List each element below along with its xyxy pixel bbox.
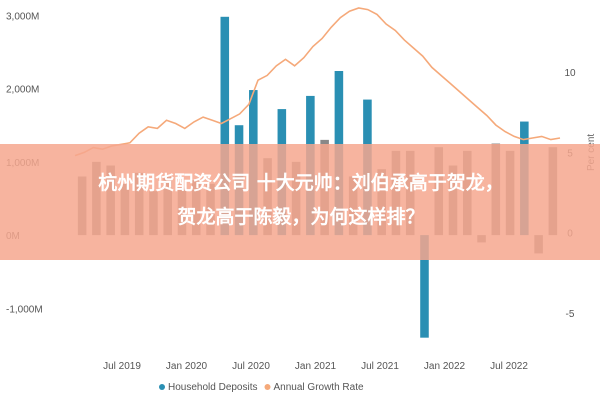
title-overlay-band: 杭州期货配资公司 十大元帅：刘伯承高于贺龙， 贺龙高于陈毅，为何这样排？ [0, 144, 600, 260]
x-tick-label: Jul 2021 [361, 361, 399, 372]
legend-label: Household Deposits [168, 382, 258, 393]
x-tick-label: Jan 2020 [166, 361, 208, 372]
legend-label: Annual Growth Rate [274, 382, 364, 393]
x-tick-label: Jan 2021 [295, 361, 337, 372]
legend-swatch [159, 384, 165, 390]
x-tick-label: Jul 2019 [103, 361, 141, 372]
y-left-tick-label: -1,000M [6, 304, 43, 315]
legend-swatch [264, 384, 271, 390]
x-tick-label: Jul 2020 [232, 361, 270, 372]
x-tick-label: Jul 2022 [490, 361, 528, 372]
y-right-tick-label: 10 [564, 68, 576, 79]
y-right-tick-label: -5 [566, 309, 575, 320]
x-tick-label: Jan 2022 [424, 361, 466, 372]
article-title-line-1: 杭州期货配资公司 十大元帅：刘伯承高于贺龙， [98, 172, 504, 194]
household-deposits-bar [220, 16, 230, 236]
household-deposits-bar [420, 235, 429, 338]
y-left-tick-label: 2,000M [6, 85, 39, 96]
article-title-line-2: 贺龙高于陈毅，为何这样排？ [177, 206, 425, 228]
article-title: 杭州期货配资公司 十大元帅：刘伯承高于贺龙， 贺龙高于陈毅，为何这样排？ [14, 166, 588, 234]
y-left-tick-label: 3,000M [6, 11, 39, 22]
annual-growth-rate-line [74, 7, 561, 157]
